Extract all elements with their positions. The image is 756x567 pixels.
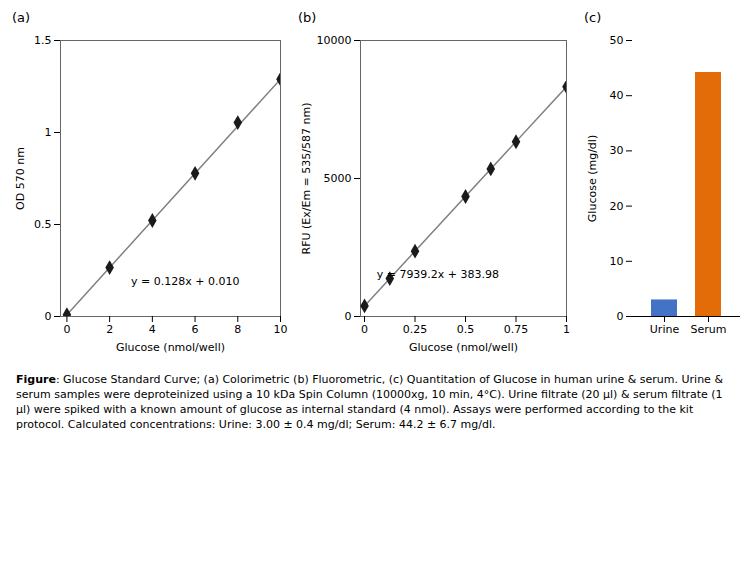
- svg-text:Serum: Serum: [691, 323, 727, 336]
- svg-text:4: 4: [149, 323, 156, 336]
- svg-text:10: 10: [274, 323, 288, 336]
- svg-text:Glucose (nmol/well): Glucose (nmol/well): [409, 341, 518, 354]
- svg-text:1.5: 1.5: [34, 34, 52, 47]
- svg-text:0: 0: [617, 310, 624, 323]
- svg-text:50: 50: [610, 34, 624, 47]
- svg-text:10: 10: [610, 255, 624, 268]
- svg-text:10000: 10000: [317, 34, 352, 47]
- svg-text:1: 1: [45, 126, 52, 139]
- svg-text:0.75: 0.75: [504, 323, 529, 336]
- svg-text:y = 0.128x + 0.010: y = 0.128x + 0.010: [131, 275, 239, 288]
- svg-text:Glucose (mg/dl): Glucose (mg/dl): [586, 135, 599, 222]
- svg-text:RFU (Ex/Em = 535/587 nm): RFU (Ex/Em = 535/587 nm): [300, 102, 313, 254]
- svg-text:0.25: 0.25: [403, 323, 428, 336]
- svg-text:8: 8: [234, 323, 241, 336]
- svg-text:2: 2: [106, 323, 113, 336]
- svg-text:Urine: Urine: [650, 323, 680, 336]
- svg-text:0.5: 0.5: [457, 323, 475, 336]
- svg-text:0: 0: [361, 323, 368, 336]
- svg-text:20: 20: [610, 200, 624, 213]
- html-text:Figure: Glucose Standard Curve: Figure: Glucose Standard Curve; (a) Colo…: [16, 373, 723, 431]
- svg-text:40: 40: [610, 89, 624, 102]
- html-text:(b): (b): [298, 10, 317, 25]
- html-text:(c): (c): [584, 10, 602, 25]
- svg-text:30: 30: [610, 144, 624, 157]
- svg-text:5000: 5000: [324, 172, 352, 185]
- svg-text:0: 0: [63, 323, 70, 336]
- svg-text:y = 7939.2x + 383.98: y = 7939.2x + 383.98: [377, 268, 499, 281]
- svg-text:0: 0: [45, 310, 52, 323]
- svg-text:0.5: 0.5: [34, 218, 52, 231]
- svg-text:1: 1: [563, 323, 570, 336]
- html-text:(a): (a): [12, 10, 31, 25]
- svg-text:6: 6: [192, 323, 199, 336]
- svg-text:Glucose (nmol/well): Glucose (nmol/well): [116, 341, 225, 354]
- svg-text:OD 570 nm: OD 570 nm: [14, 147, 27, 210]
- svg-text:0: 0: [345, 310, 352, 323]
